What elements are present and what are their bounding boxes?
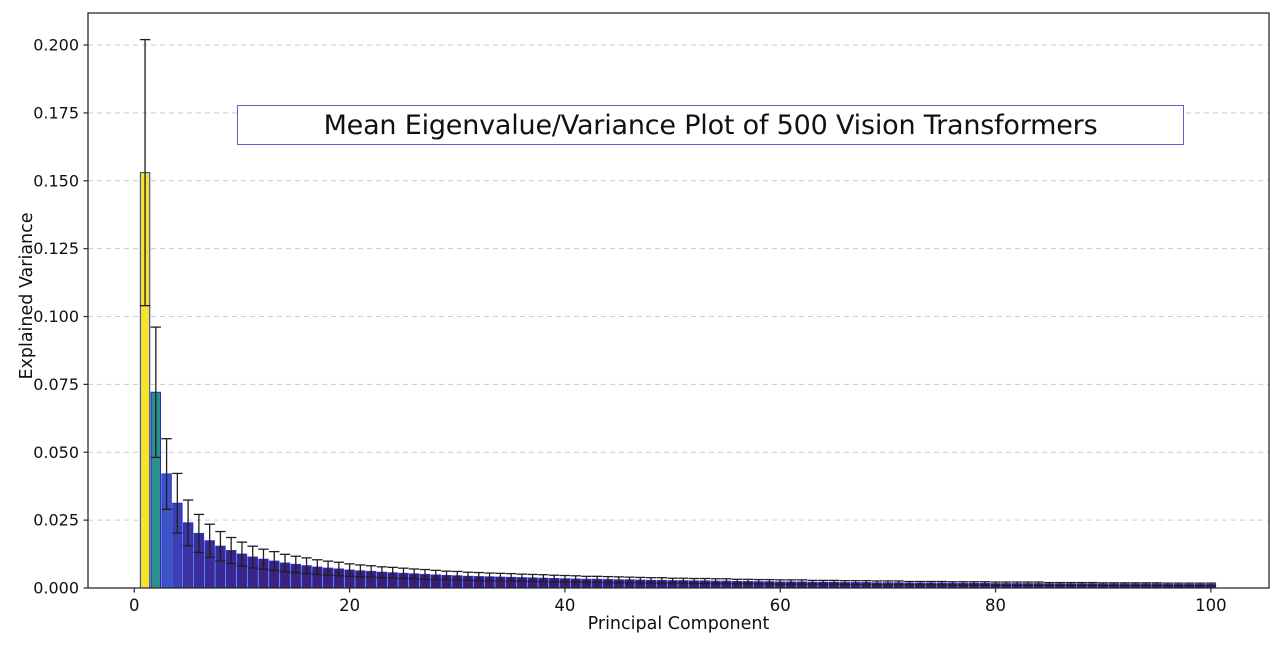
y-tick-label: 0.075 xyxy=(33,375,79,394)
plot-area xyxy=(88,13,1269,588)
x-tick-label: 60 xyxy=(770,596,791,615)
x-tick-label: 80 xyxy=(985,596,1006,615)
y-tick-label: 0.025 xyxy=(33,511,79,530)
y-tick-label: 0.175 xyxy=(33,103,79,122)
x-axis-label: Principal Component xyxy=(587,614,770,634)
chart-title: Mean Eigenvalue/Variance Plot of 500 Vis… xyxy=(323,109,1098,141)
y-tick-label: 0.000 xyxy=(33,579,79,598)
y-tick-label: 0.100 xyxy=(33,307,79,326)
chart-title-box: Mean Eigenvalue/Variance Plot of 500 Vis… xyxy=(237,105,1184,145)
x-tick-label: 20 xyxy=(339,596,360,615)
x-tick-label: 0 xyxy=(129,596,140,615)
y-tick-label: 0.150 xyxy=(33,171,79,190)
x-tick-label: 40 xyxy=(554,596,575,615)
x-tick-label: 100 xyxy=(1195,596,1227,615)
y-tick-label: 0.200 xyxy=(33,36,79,55)
y-tick-label: 0.125 xyxy=(33,239,79,258)
plot-border xyxy=(87,12,1270,589)
y-tick-label: 0.050 xyxy=(33,443,79,462)
